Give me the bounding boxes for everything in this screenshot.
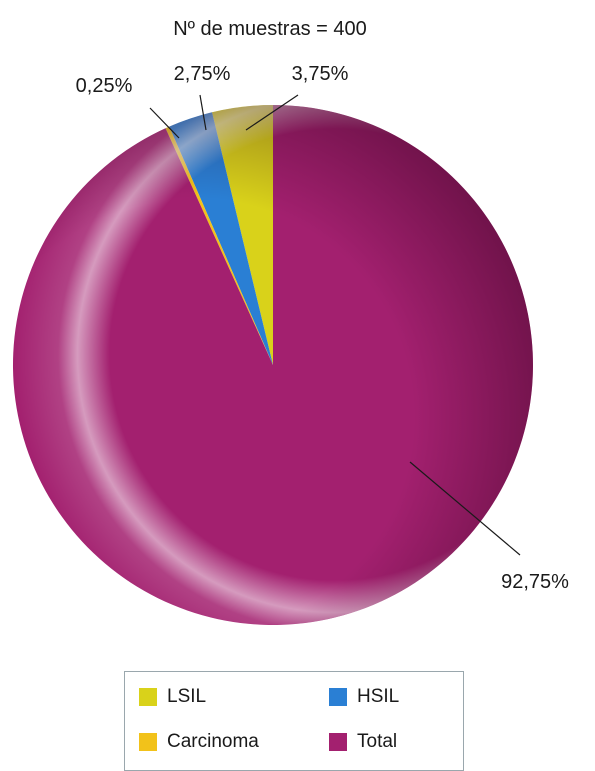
legend-label-total: Total (357, 731, 398, 752)
legend-swatch-total (329, 733, 347, 751)
legend-item-carcinoma: Carcinoma (139, 731, 259, 753)
pie-shadow-overlay (13, 105, 533, 625)
legend-item-hsil: HSIL (329, 686, 399, 708)
legend-swatch-carcinoma (139, 733, 157, 751)
legend-item-total: Total (329, 731, 397, 753)
slice-label-total: 92,75% (501, 571, 569, 593)
leader-line-total (409, 461, 521, 556)
chart-title: Nº de muestras = 400 (173, 18, 367, 40)
leader-line-hsil (199, 94, 207, 131)
slice-label-lsil: 3,75% (292, 63, 349, 85)
legend-item-lsil: LSIL (139, 686, 206, 708)
leader-line-carcinoma (149, 107, 180, 139)
legend-label-lsil: LSIL (167, 686, 207, 707)
slice-label-carcinoma: 0,25% (76, 75, 133, 97)
legend: LSIL HSIL Carcinoma Total (124, 671, 464, 771)
leader-line-lsil (245, 94, 299, 131)
legend-label-carcinoma: Carcinoma (167, 731, 259, 752)
legend-swatch-lsil (139, 688, 157, 706)
slice-label-hsil: 2,75% (174, 63, 231, 85)
legend-label-hsil: HSIL (357, 686, 400, 707)
legend-swatch-hsil (329, 688, 347, 706)
